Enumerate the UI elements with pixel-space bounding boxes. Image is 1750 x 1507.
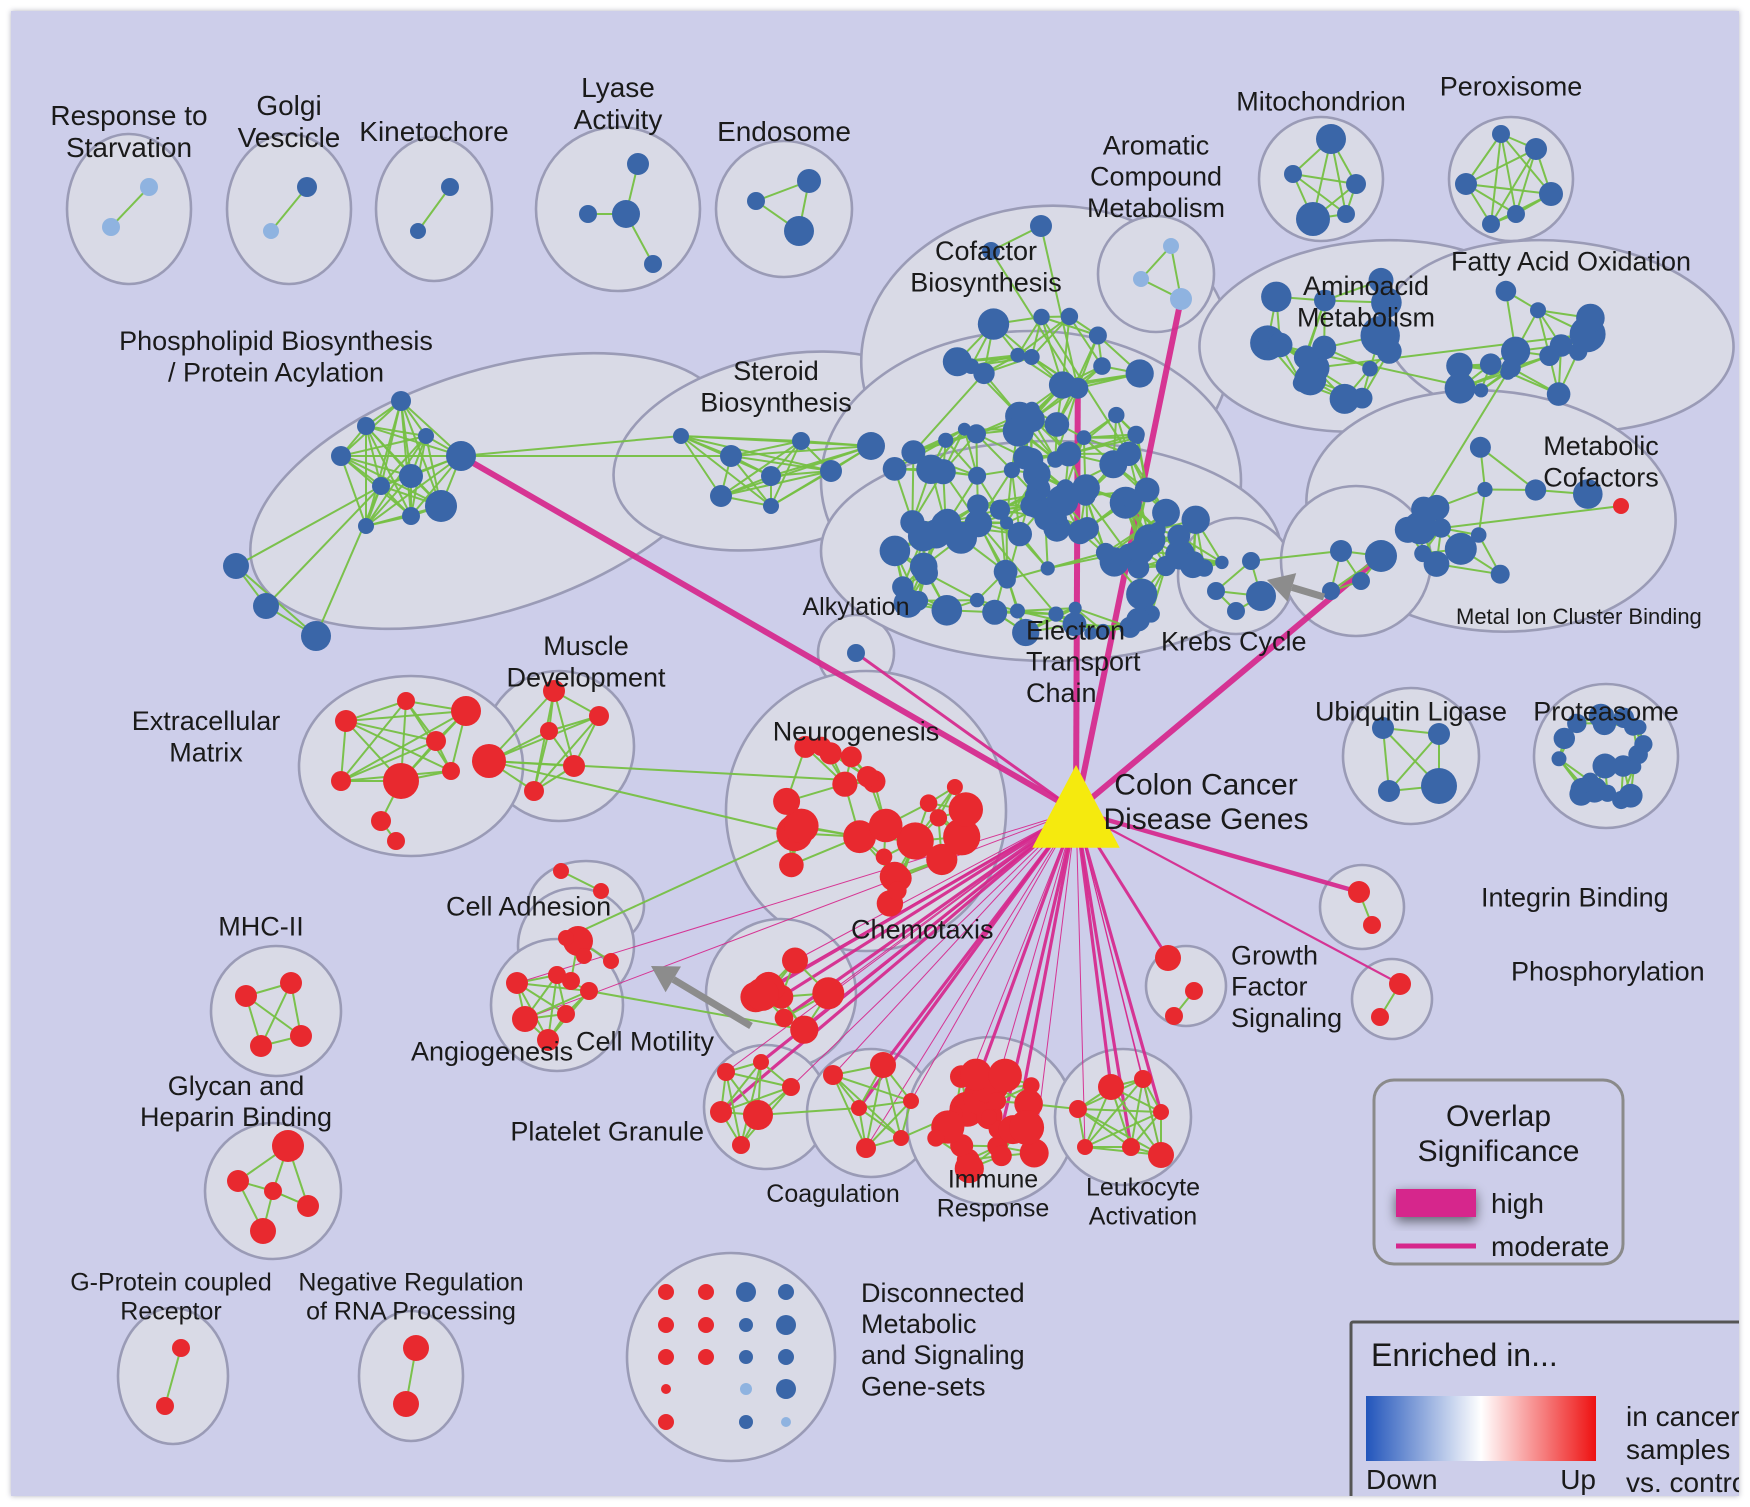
svg-text:/ Protein Acylation: / Protein Acylation bbox=[168, 357, 384, 387]
svg-text:Disease Genes: Disease Genes bbox=[1103, 803, 1308, 836]
svg-text:Response to: Response to bbox=[50, 100, 207, 131]
svg-text:Phospholipid Biosynthesis: Phospholipid Biosynthesis bbox=[119, 326, 433, 356]
svg-text:Cofactors: Cofactors bbox=[1543, 462, 1659, 492]
svg-text:Activation: Activation bbox=[1089, 1202, 1197, 1230]
svg-text:Aromatic: Aromatic bbox=[1103, 131, 1210, 161]
svg-text:Down: Down bbox=[1366, 1464, 1438, 1495]
svg-text:Activity: Activity bbox=[574, 104, 663, 135]
svg-text:Enriched in...: Enriched in... bbox=[1371, 1337, 1558, 1373]
svg-text:Negative Regulation: Negative Regulation bbox=[298, 1269, 523, 1297]
svg-text:of RNA Processing: of RNA Processing bbox=[306, 1297, 516, 1325]
svg-text:Metabolic: Metabolic bbox=[861, 1309, 977, 1339]
svg-text:Development: Development bbox=[506, 662, 666, 692]
svg-text:Fatty Acid Oxidation: Fatty Acid Oxidation bbox=[1451, 247, 1691, 277]
svg-text:Ubiquitin Ligase: Ubiquitin Ligase bbox=[1315, 697, 1507, 727]
svg-text:Muscle: Muscle bbox=[543, 631, 629, 661]
svg-text:Disconnected: Disconnected bbox=[861, 1278, 1025, 1308]
svg-text:Matrix: Matrix bbox=[169, 737, 243, 767]
svg-text:Growth: Growth bbox=[1231, 941, 1318, 971]
svg-text:Factor: Factor bbox=[1231, 972, 1308, 1002]
svg-text:Coagulation: Coagulation bbox=[766, 1180, 899, 1208]
svg-text:MHC-II: MHC-II bbox=[218, 912, 303, 942]
svg-text:Platelet Granule: Platelet Granule bbox=[510, 1117, 704, 1147]
svg-text:Integrin Binding: Integrin Binding bbox=[1481, 883, 1669, 913]
svg-text:Peroxisome: Peroxisome bbox=[1440, 72, 1583, 102]
svg-text:samples: samples bbox=[1626, 1434, 1730, 1465]
svg-text:Steroid: Steroid bbox=[733, 356, 819, 386]
svg-text:Overlap: Overlap bbox=[1446, 1100, 1551, 1133]
svg-text:Krebs Cycle: Krebs Cycle bbox=[1161, 627, 1307, 657]
svg-text:Leukocyte: Leukocyte bbox=[1086, 1174, 1200, 1202]
svg-text:Golgi: Golgi bbox=[256, 90, 321, 121]
svg-text:in cancer: in cancer bbox=[1626, 1401, 1739, 1432]
svg-text:moderate: moderate bbox=[1491, 1231, 1609, 1262]
svg-text:Transport: Transport bbox=[1026, 647, 1141, 677]
svg-text:high: high bbox=[1491, 1188, 1544, 1219]
svg-text:Significance: Significance bbox=[1418, 1135, 1580, 1168]
svg-text:Vescicle: Vescicle bbox=[238, 122, 341, 153]
svg-text:Metabolism: Metabolism bbox=[1087, 193, 1225, 223]
svg-text:Heparin Binding: Heparin Binding bbox=[140, 1102, 332, 1132]
svg-text:Biosynthesis: Biosynthesis bbox=[910, 267, 1062, 297]
svg-text:and Signaling: and Signaling bbox=[861, 1340, 1025, 1370]
svg-text:Mitochondrion: Mitochondrion bbox=[1236, 87, 1406, 117]
svg-text:Signaling: Signaling bbox=[1231, 1003, 1342, 1033]
svg-text:Aminoacid: Aminoacid bbox=[1303, 271, 1429, 301]
svg-text:Extracellular: Extracellular bbox=[132, 706, 281, 736]
svg-text:Phosphorylation: Phosphorylation bbox=[1511, 957, 1705, 987]
svg-text:vs. controls: vs. controls bbox=[1626, 1467, 1739, 1496]
svg-text:Angiogenesis: Angiogenesis bbox=[411, 1037, 573, 1067]
svg-text:Chain: Chain bbox=[1026, 678, 1097, 708]
svg-text:Cofactor: Cofactor bbox=[935, 236, 1037, 266]
svg-text:Gene-sets: Gene-sets bbox=[861, 1371, 986, 1401]
svg-text:Electron: Electron bbox=[1026, 616, 1125, 646]
svg-text:Compound: Compound bbox=[1090, 162, 1222, 192]
svg-text:Metabolism: Metabolism bbox=[1297, 302, 1435, 332]
svg-text:Cell Motility: Cell Motility bbox=[576, 1027, 715, 1057]
svg-text:Metabolic: Metabolic bbox=[1543, 431, 1659, 461]
svg-text:Metal Ion Cluster Binding: Metal Ion Cluster Binding bbox=[1456, 604, 1702, 629]
svg-text:Colon Cancer: Colon Cancer bbox=[1114, 769, 1297, 802]
svg-text:Cell Adhesion: Cell Adhesion bbox=[446, 892, 611, 922]
svg-text:Neurogenesis: Neurogenesis bbox=[773, 717, 940, 747]
svg-text:Receptor: Receptor bbox=[120, 1297, 221, 1325]
svg-text:Biosynthesis: Biosynthesis bbox=[700, 387, 852, 417]
svg-text:Up: Up bbox=[1560, 1464, 1596, 1495]
svg-text:Response: Response bbox=[937, 1194, 1050, 1222]
svg-text:Glycan and: Glycan and bbox=[168, 1071, 305, 1101]
svg-text:Immune: Immune bbox=[948, 1166, 1038, 1194]
svg-text:Endosome: Endosome bbox=[717, 116, 851, 147]
svg-text:Alkylation: Alkylation bbox=[803, 593, 910, 621]
svg-text:Lyase: Lyase bbox=[581, 72, 655, 103]
svg-text:Proteasome: Proteasome bbox=[1533, 697, 1679, 727]
svg-text:Kinetochore: Kinetochore bbox=[359, 116, 508, 147]
svg-text:G-Protein coupled: G-Protein coupled bbox=[70, 1269, 272, 1297]
svg-text:Chemotaxis: Chemotaxis bbox=[851, 915, 994, 945]
svg-text:Starvation: Starvation bbox=[66, 132, 192, 163]
